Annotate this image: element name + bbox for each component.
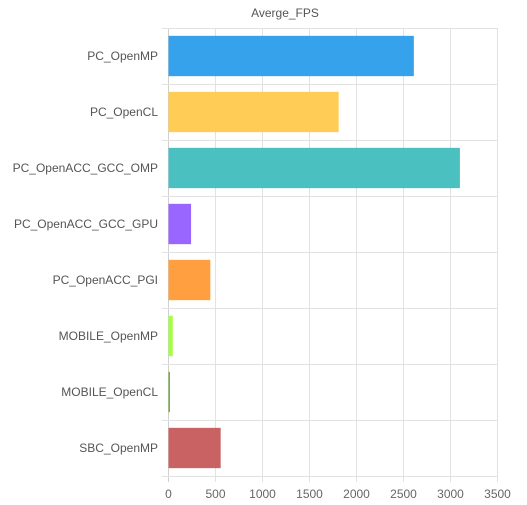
x-tick-label: 2500 bbox=[390, 487, 417, 501]
x-tick-labels: 0 500 1000 1500 2000 2500 3000 3500 bbox=[165, 487, 511, 501]
grid bbox=[162, 28, 498, 482]
bar bbox=[168, 371, 170, 413]
chart-title: Averge_FPS bbox=[251, 6, 319, 20]
x-tick-label: 1000 bbox=[249, 487, 276, 501]
bar bbox=[168, 259, 211, 301]
x-tick-label: 2000 bbox=[343, 487, 370, 501]
category-label: PC_OpenCL bbox=[90, 105, 158, 119]
x-tick-label: 1500 bbox=[296, 487, 323, 501]
bar bbox=[168, 35, 414, 77]
category-label: PC_OpenACC_GCC_GPU bbox=[14, 217, 158, 231]
category-label: PC_OpenACC_PGI bbox=[53, 273, 158, 287]
bar bbox=[168, 147, 460, 189]
category-label: PC_OpenMP bbox=[87, 49, 158, 63]
category-label: PC_OpenACC_GCC_OMP bbox=[13, 161, 158, 175]
bars bbox=[168, 35, 460, 469]
x-tick-label: 3500 bbox=[484, 487, 511, 501]
bar bbox=[168, 91, 339, 133]
x-tick-label: 3000 bbox=[437, 487, 464, 501]
category-label: SBC_OpenMP bbox=[79, 441, 158, 455]
x-tick-label: 500 bbox=[205, 487, 225, 501]
bar bbox=[168, 427, 221, 469]
bar bbox=[168, 203, 192, 245]
category-label: MOBILE_OpenCL bbox=[61, 385, 158, 399]
category-labels: PC_OpenMP PC_OpenCL PC_OpenACC_GCC_OMP PC_O… bbox=[13, 49, 159, 455]
bar bbox=[168, 315, 173, 357]
x-tick-label: 0 bbox=[165, 487, 172, 501]
category-label: MOBILE_OpenMP bbox=[59, 329, 158, 343]
